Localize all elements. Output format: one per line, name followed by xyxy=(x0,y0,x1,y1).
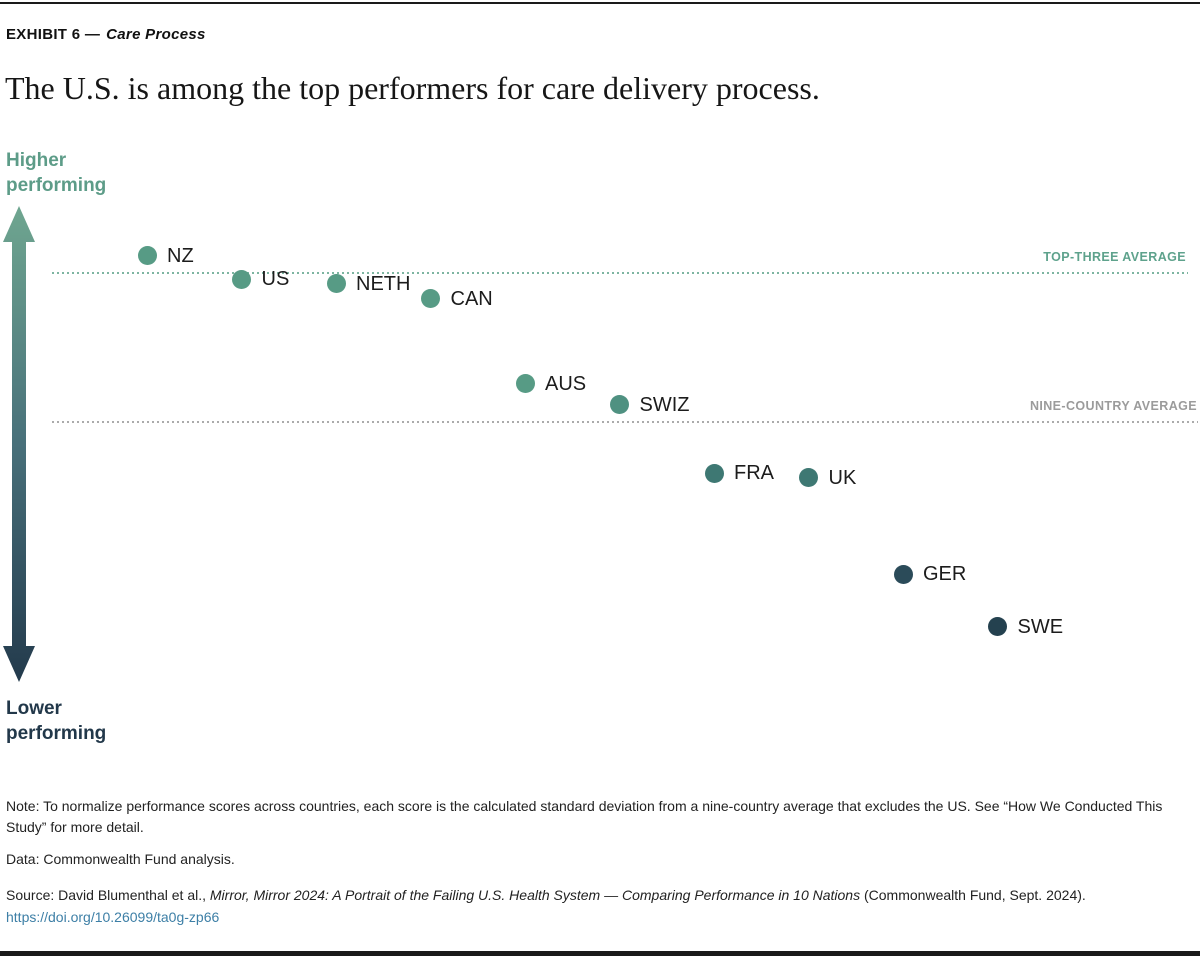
source-prefix: Source: David Blumenthal et al., xyxy=(6,887,210,903)
data-point-swe xyxy=(988,617,1007,637)
data-point-swiz xyxy=(610,395,629,415)
exhibit-topic: Care Process xyxy=(106,26,206,43)
data-point-can xyxy=(421,289,440,309)
axis-label-higher: Higher performing xyxy=(6,150,107,196)
exhibit-header: EXHIBIT 6 — Care Process xyxy=(6,26,206,43)
data-point-label-uk: UK xyxy=(828,466,857,489)
data-point-us xyxy=(232,269,251,289)
bottom-divider xyxy=(0,951,1200,956)
doi-link[interactable]: https://doi.org/10.26099/ta0g-zp66 xyxy=(6,909,220,925)
data-point-label-fra: FRA xyxy=(734,462,774,485)
data-point-nz xyxy=(137,246,157,266)
data-point-label-neth: NETH xyxy=(356,272,411,295)
data-point-label-aus: AUS xyxy=(545,372,587,395)
data-point-uk xyxy=(799,468,818,488)
source-suffix: (Commonwealth Fund, Sept. 2024). xyxy=(860,887,1086,903)
data-point-label-swe: SWE xyxy=(1017,615,1064,638)
nine-country-average-line xyxy=(52,421,1198,423)
vertical-axis-arrow-icon xyxy=(3,206,35,682)
data-point-fra xyxy=(704,463,724,483)
top-three-average-label: TOP-THREE AVERAGE xyxy=(1043,250,1186,264)
axis-label-lower: Lower performing xyxy=(6,698,107,744)
data-point-label-us: US xyxy=(261,268,290,291)
data-point-label-can: CAN xyxy=(450,287,493,310)
data-point-aus xyxy=(515,374,535,394)
data-credit: Data: Commonwealth Fund analysis. xyxy=(6,851,235,867)
top-divider xyxy=(0,2,1200,4)
top-three-average-line xyxy=(52,272,1188,274)
exhibit-number: EXHIBIT 6 — xyxy=(6,26,101,43)
data-point-label-nz: NZ xyxy=(167,244,194,267)
source-line: Source: David Blumenthal et al., Mirror,… xyxy=(6,884,1186,906)
source-title: Mirror, Mirror 2024: A Portrait of the F… xyxy=(209,887,861,903)
data-point-neth xyxy=(326,274,346,294)
nine-country-average-label: NINE-COUNTRY AVERAGE xyxy=(1029,399,1197,413)
data-point-ger xyxy=(893,564,913,584)
data-point-label-swiz: SWIZ xyxy=(639,393,690,416)
data-point-label-ger: GER xyxy=(923,563,967,586)
source-block: Source: David Blumenthal et al., Mirror,… xyxy=(6,884,1186,928)
chart-title: The U.S. is among the top performers for… xyxy=(5,70,820,106)
footnote: Note: To normalize performance scores ac… xyxy=(6,798,1163,835)
